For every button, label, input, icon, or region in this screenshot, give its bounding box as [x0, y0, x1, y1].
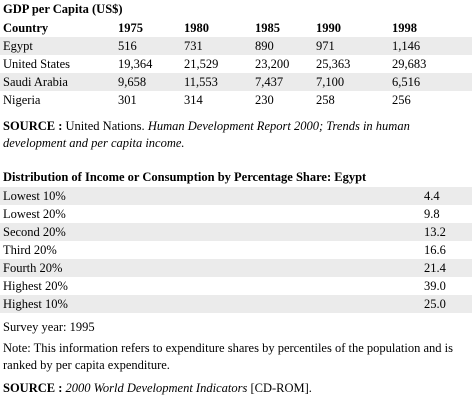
table-row: Saudi Arabia 9,658 11,553 7,437 7,100 6,516: [0, 73, 472, 91]
source-label: SOURCE :: [3, 381, 63, 395]
label-cell: Highest 10%: [3, 297, 68, 311]
column-header: Country: [3, 21, 49, 35]
table-row: United States 19,364 21,529 23,200 25,363 29,…: [0, 55, 472, 73]
value-cell: 971: [316, 39, 335, 53]
source-italic: Human Development Report 2000; Trends in…: [3, 119, 410, 150]
country-cell: United States: [3, 57, 71, 71]
country-cell: Nigeria: [3, 93, 41, 107]
table-row: Lowest 10% 4.4: [0, 187, 472, 205]
value-cell: 9.8: [424, 207, 440, 221]
value-cell: 301: [118, 93, 137, 107]
value-cell: 258: [316, 93, 335, 107]
table-row: Fourth 20% 21.4: [0, 259, 472, 277]
column-header: 1998: [392, 21, 417, 35]
value-cell: 9,658: [118, 75, 147, 89]
value-cell: 890: [255, 39, 274, 53]
value-cell: 7,437: [255, 75, 284, 89]
value-cell: 25.0: [424, 297, 446, 311]
value-cell: 39.0: [424, 279, 446, 293]
label-cell: Second 20%: [3, 225, 66, 239]
source-label: SOURCE :: [3, 119, 63, 133]
distribution-source: SOURCE : 2000 World Development Indicato…: [3, 380, 465, 397]
value-cell: 11,553: [184, 75, 218, 89]
table-row: Highest 10% 25.0: [0, 295, 472, 313]
table-row: Lowest 20% 9.8: [0, 205, 472, 223]
source-italic: 2000 World Development Indicators: [65, 381, 248, 395]
value-cell: 21.4: [424, 261, 446, 275]
table-row: Second 20% 13.2: [0, 223, 472, 241]
value-cell: 731: [184, 39, 203, 53]
value-cell: 256: [392, 93, 411, 107]
label-cell: Fourth 20%: [3, 261, 63, 275]
column-header: 1985: [255, 21, 280, 35]
value-cell: 230: [255, 93, 274, 107]
value-cell: 1,146: [392, 39, 421, 53]
distribution-title: Distribution of Income or Consumption by…: [3, 170, 367, 184]
label-cell: Lowest 10%: [3, 189, 66, 203]
source-text: United Nations.: [65, 119, 145, 133]
value-cell: 19,364: [118, 57, 153, 71]
value-cell: 6,516: [392, 75, 421, 89]
column-header: 1980: [184, 21, 209, 35]
table-row: Nigeria 301 314 230 258 256: [0, 91, 472, 109]
value-cell: 23,200: [255, 57, 290, 71]
label-cell: Lowest 20%: [3, 207, 66, 221]
value-cell: 7,100: [316, 75, 345, 89]
value-cell: 13.2: [424, 225, 446, 239]
label-cell: Highest 20%: [3, 279, 68, 293]
value-cell: 25,363: [316, 57, 351, 71]
label-cell: Third 20%: [3, 243, 57, 257]
country-cell: Egypt: [3, 39, 33, 53]
survey-year: Survey year: 1995: [3, 320, 95, 334]
column-header: 1975: [118, 21, 143, 35]
value-cell: 21,529: [184, 57, 219, 71]
value-cell: 516: [118, 39, 137, 53]
header-row: Country 1975 1980 1985 1990 1998: [0, 19, 472, 37]
source-text: [CD-ROM].: [250, 381, 312, 395]
value-cell: 29,683: [392, 57, 427, 71]
gdp-source: SOURCE : United Nations. Human Developme…: [3, 118, 465, 152]
table-row: Egypt 516 731 890 971 1,146: [0, 37, 472, 55]
country-cell: Saudi Arabia: [3, 75, 68, 89]
column-header: 1990: [316, 21, 341, 35]
table-row: Third 20% 16.6: [0, 241, 472, 259]
value-cell: 4.4: [424, 189, 440, 203]
table-row: Highest 20% 39.0: [0, 277, 472, 295]
value-cell: 314: [184, 93, 203, 107]
value-cell: 16.6: [424, 243, 446, 257]
gdp-title: GDP per Capita (US$): [3, 2, 123, 16]
note: Note: This information refers to expendi…: [3, 341, 453, 372]
